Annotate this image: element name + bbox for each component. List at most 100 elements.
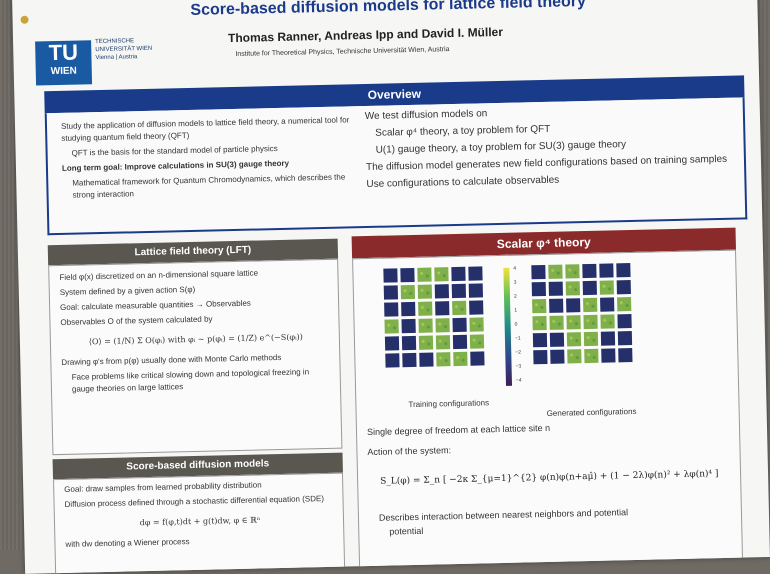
lattice-cell [566,298,581,313]
lattice-cell [600,331,616,346]
lattice-cell [583,331,599,347]
sbdm-item: Diffusion process defined through a stoc… [64,494,325,509]
lattice-cell [617,331,633,346]
lattice-cell [435,318,450,333]
scalar-item: Describes interaction between nearest ne… [378,507,629,523]
university-logo: TU WIEN [35,39,93,86]
lattice-cell [417,284,433,299]
overview-left-item: Mathematical framework for Quantum Chrom… [72,172,346,200]
lattice-cell [417,267,432,282]
lattice-cell [383,285,399,300]
institute: Institute for Theoretical Physics, Techn… [235,46,450,58]
lattice-cell [617,314,632,329]
caption-generated: Generated configurations [546,406,637,418]
generated-configurations-grid [531,263,633,365]
poster-title: Score-based diffusion models for lattice… [190,0,587,19]
lattice-cell [469,300,484,315]
lattice-cell [402,352,417,368]
lattice-cell [400,284,416,300]
lattice-cell [582,263,597,279]
colorbar-tick: −1 [514,335,521,342]
lattice-cell [470,351,485,366]
lattice-cell [616,263,631,278]
overview-left-item: Study the application of diffusion model… [60,115,350,143]
colorbar-tick: 4 [513,265,517,272]
action-equation: S_L(φ) = Σ_n [ −2κ Σ_{μ=1}^{2} φ(n)φ(n+a… [380,469,719,487]
lattice-cell [566,315,581,330]
lattice-cell [453,351,468,367]
lattice-cell [584,348,599,364]
lft-panel: Field φ(x) discretized on an n-dimension… [48,258,343,456]
overview-right-column: We test diffusion models on Scalar φ⁴ th… [365,102,737,195]
lattice-cell [549,298,564,313]
lattice-cell [435,301,450,316]
lattice-cell [401,335,417,351]
logo-top: TU [48,39,79,66]
lattice-cell [548,264,563,279]
lattice-cell [565,264,580,279]
sbdm-item: with dw denoting a Wiener process [65,537,190,549]
scalar-item: potential [389,525,424,537]
scalar-panel: 4 3 2 1 0 −1 −2 −3 −4 Training configurations Ge… [352,249,744,574]
lattice-cell [384,302,399,317]
lattice-cell [532,315,547,331]
colorbar-tick: 2 [513,293,517,300]
lattice-cell [549,315,564,330]
lattice-cell [616,280,631,295]
overview-left-column: Study the application of diffusion model… [61,114,353,205]
lattice-cell [451,283,467,299]
lattice-cell [401,318,416,334]
lattice-cell [583,314,598,330]
lft-equation: ⟨O⟩ = (1/N) Σ O(φᵢ) with φᵢ ~ p(φᵢ) = (1… [88,332,303,347]
lattice-cell [617,297,632,312]
lattice-cell [600,297,615,312]
lattice-cell [532,298,547,314]
lattice-cell [385,353,400,368]
lattice-cell [548,281,563,296]
lattice-cell [531,264,546,280]
lattice-cell [531,281,546,297]
colorbar [503,267,513,386]
lattice-cell [384,319,399,334]
colorbar-tick: 0 [514,321,518,328]
lattice-cell [469,334,485,349]
scalar-item: Action of the system: [367,445,452,458]
lattice-cell [401,301,416,317]
lattice-cell [583,297,598,313]
lattice-cell [383,268,398,283]
lattice-cell [599,280,614,295]
training-configurations-grid [383,266,485,368]
lattice-cell [565,281,580,296]
lattice-cell [452,300,467,316]
caption-training: Training configurations [408,398,490,410]
lattice-cell [434,284,450,299]
lattice-cell [452,317,467,333]
overview-box: Study the application of diffusion model… [44,97,748,236]
colorbar-tick: −2 [515,349,522,356]
lattice-cell [533,349,548,365]
logo-bottom: WIEN [50,65,77,78]
lattice-cell [434,267,449,282]
university-name: TECHNISCHE UNIVERSITÄT WIEN Vienna | Aus… [95,38,153,62]
lattice-cell [601,348,616,363]
lattice-cell [384,336,400,351]
lattice-cell [419,352,434,367]
poster: TU WIEN TECHNISCHE UNIVERSITÄT WIEN Vien… [12,0,770,574]
pushpin-icon [20,15,29,24]
lft-item: Face problems like critical slowing down… [71,367,310,394]
lattice-cell [435,335,451,350]
lattice-cell [468,266,483,281]
lattice-cell [436,352,451,367]
lattice-cell [468,283,484,298]
lattice-cell [418,301,433,316]
lattice-cell [451,266,466,282]
lattice-cell [567,349,582,364]
scalar-item: Single degree of freedom at each lattice… [366,422,551,438]
lattice-cell [418,335,434,350]
lattice-cell [418,318,433,333]
lattice-cell [600,314,615,329]
sbdm-panel: Goal: draw samples from learned probabil… [53,472,346,574]
lattice-cell [400,267,415,283]
colorbar-tick: −4 [515,377,522,384]
lattice-cell [469,317,484,332]
